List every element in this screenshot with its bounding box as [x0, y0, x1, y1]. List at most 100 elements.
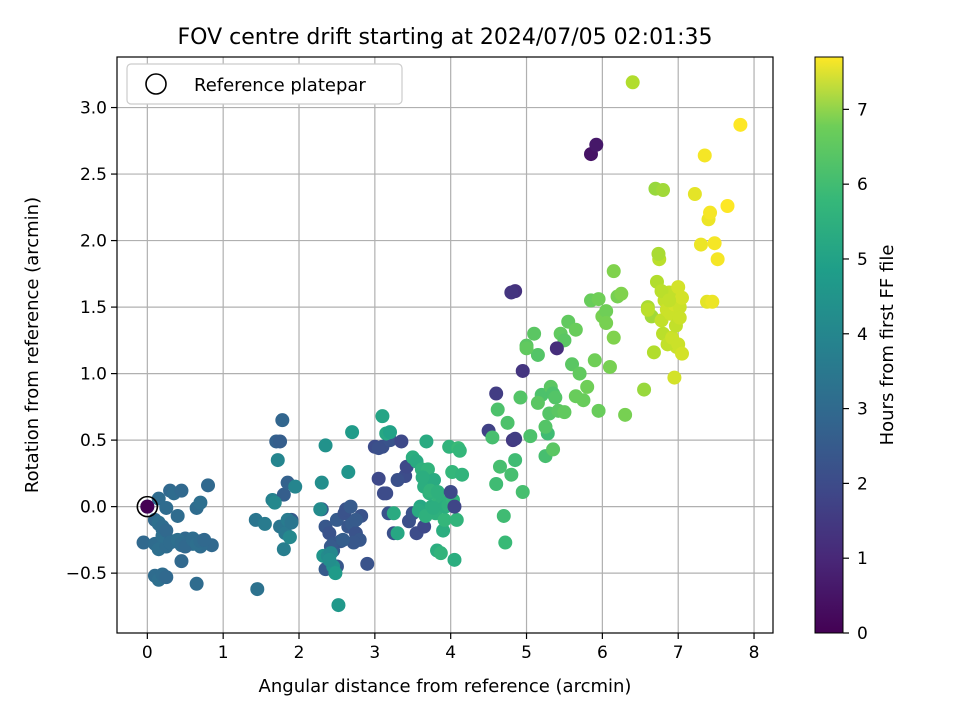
data-point [346, 535, 361, 550]
x-axis-label: Angular distance from reference (arcmin) [259, 676, 632, 697]
data-point [276, 542, 291, 557]
data-point [341, 465, 356, 480]
data-point [197, 532, 212, 547]
data-point [651, 246, 666, 261]
x-axis-ticks: 0 1 2 3 4 5 6 7 8 [142, 633, 760, 663]
x-tick-label: 2 [294, 643, 305, 663]
data-point [437, 512, 452, 527]
data-point [515, 484, 530, 499]
data-point [490, 402, 505, 417]
data-point [348, 512, 363, 527]
colorbar-tick-label: 6 [857, 175, 868, 195]
data-point [419, 434, 434, 449]
data-point [276, 487, 291, 502]
data-point [136, 535, 151, 550]
data-point [693, 237, 708, 252]
data-point [662, 293, 677, 308]
data-point [703, 205, 718, 220]
data-point [313, 502, 328, 517]
data-point [733, 117, 748, 132]
data-point [492, 459, 507, 474]
y-axis-label: Rotation from reference (arcmin) [22, 197, 43, 493]
data-point [674, 346, 689, 361]
data-point [318, 438, 333, 453]
data-point [519, 341, 534, 356]
data-point [646, 345, 661, 360]
data-point [443, 484, 458, 499]
data-point [427, 473, 442, 488]
data-point [322, 552, 337, 567]
data-point [375, 409, 390, 424]
data-point [335, 532, 350, 547]
data-point [640, 302, 655, 317]
data-point [496, 508, 511, 523]
data-point [390, 526, 405, 541]
data-point [452, 443, 467, 458]
x-tick-label: 3 [369, 643, 380, 663]
data-point [159, 570, 174, 585]
data-point [672, 310, 687, 325]
y-axis-ticks: −0.5 0.0 0.5 1.0 1.5 2.0 2.5 3.0 [66, 99, 117, 584]
data-point [508, 453, 523, 468]
data-point [602, 359, 617, 374]
data-point [538, 419, 553, 434]
x-tick-label: 1 [218, 643, 229, 663]
scatter-points [136, 75, 748, 613]
data-point [637, 382, 652, 397]
colorbar-gradient [814, 56, 844, 634]
data-point [282, 530, 297, 545]
data-point [433, 546, 448, 561]
data-point [376, 486, 391, 501]
data-point [654, 284, 669, 299]
legend-label: Reference platepar [194, 75, 366, 96]
reference-point-dot [140, 499, 155, 514]
data-point [174, 554, 189, 569]
colorbar-tick-label: 1 [857, 549, 868, 569]
data-point [614, 286, 629, 301]
data-point [513, 390, 528, 405]
data-point [343, 499, 358, 514]
data-point [489, 386, 504, 401]
data-point [193, 495, 208, 510]
x-tick-label: 6 [597, 643, 608, 663]
data-point [625, 75, 640, 90]
legend-marker [145, 73, 167, 95]
data-point [436, 523, 451, 538]
data-point [447, 499, 462, 514]
data-point [159, 500, 174, 515]
data-point [589, 137, 604, 152]
data-point [587, 353, 602, 368]
data-point [565, 357, 580, 372]
data-point [568, 389, 583, 404]
data-point [273, 434, 288, 449]
data-point [504, 467, 519, 482]
y-tick-label: 2.5 [80, 165, 107, 185]
reference-point-ring [136, 495, 159, 518]
data-point [417, 519, 432, 534]
colorbar-tick-label: 0 [857, 624, 868, 644]
colorbar-label: Hours from first FF file [877, 245, 898, 446]
data-point [314, 475, 329, 490]
data-point [515, 363, 530, 378]
data-point [267, 495, 282, 510]
data-point [201, 478, 216, 493]
data-point [449, 512, 464, 527]
y-tick-label: 2.0 [80, 232, 107, 252]
data-point [606, 330, 621, 345]
data-point [504, 285, 519, 300]
data-point [568, 322, 583, 337]
x-tick-label: 8 [749, 643, 760, 663]
colorbar-tick-label: 7 [857, 100, 868, 120]
data-point [394, 434, 409, 449]
data-point [580, 379, 595, 394]
y-tick-label: 0.0 [80, 498, 107, 518]
data-point [720, 198, 735, 213]
y-tick-label: 1.5 [80, 298, 107, 318]
plot-area [116, 56, 774, 634]
data-point [508, 431, 523, 446]
data-point [371, 471, 386, 486]
reference-point [136, 495, 159, 518]
data-point [189, 576, 204, 591]
data-point [530, 347, 545, 362]
